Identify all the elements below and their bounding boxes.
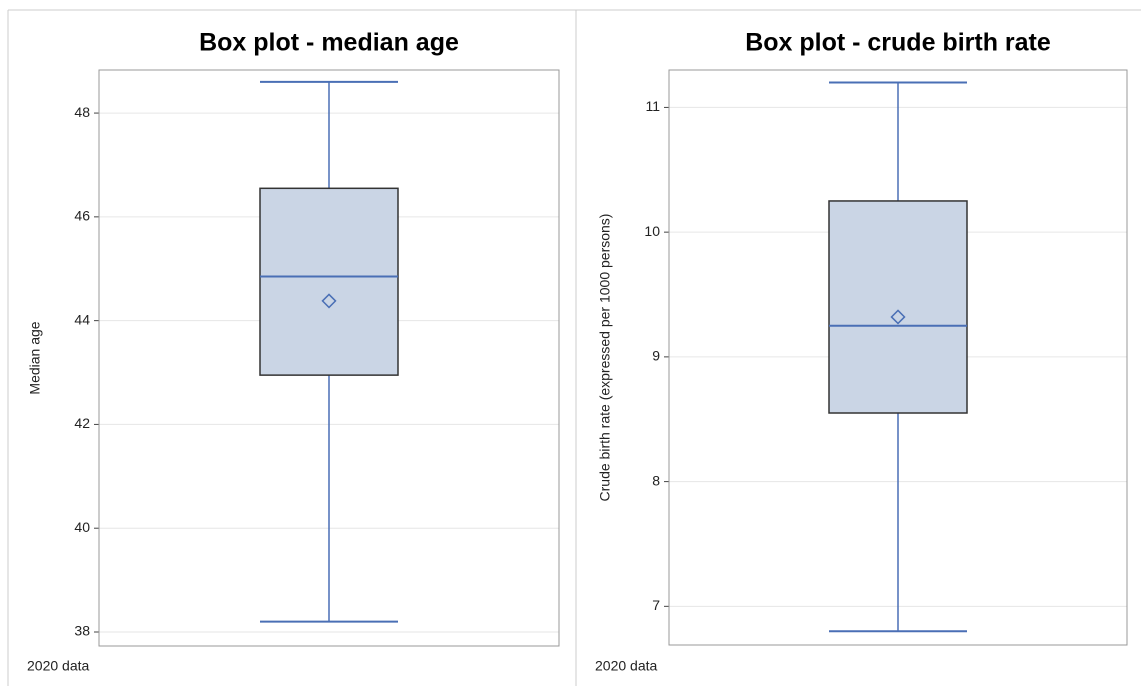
y-tick-label: 48 [74, 104, 90, 120]
mean-marker [321, 293, 337, 309]
y-tick-label: 7 [652, 597, 660, 613]
y-tick-label: 8 [652, 472, 660, 488]
y-tick-label: 40 [74, 519, 90, 535]
y-tick-label: 10 [644, 223, 660, 239]
mean-marker [890, 309, 906, 325]
y-tick-label: 46 [74, 208, 90, 224]
y-axis-label: Median age [27, 321, 43, 394]
plot-area [668, 69, 1128, 646]
plot-area [98, 69, 560, 647]
y-tick-label: 11 [645, 98, 660, 114]
y-tick-label: 9 [652, 348, 660, 364]
y-axis-label: Crude birth rate (expressed per 1000 per… [597, 214, 613, 502]
chart-title: Box plot - crude birth rate [745, 29, 1051, 57]
footnote: 2020 data [595, 658, 657, 674]
y-tick-label: 44 [74, 311, 90, 327]
box [828, 200, 968, 414]
y-tick-label: 38 [74, 623, 90, 639]
footnote: 2020 data [27, 658, 89, 674]
y-tick-label: 42 [74, 415, 90, 431]
box [259, 187, 399, 376]
chart-title: Box plot - median age [199, 29, 459, 57]
